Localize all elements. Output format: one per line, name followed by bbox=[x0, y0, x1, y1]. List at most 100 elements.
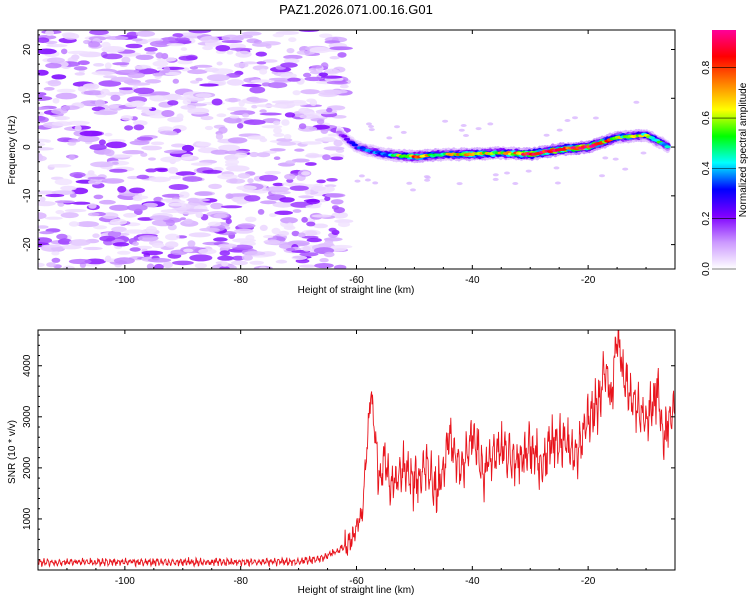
spectrogram-noise-blob bbox=[258, 266, 268, 269]
spectrogram-noise-blob bbox=[267, 82, 288, 89]
spectrogram-noise-blob bbox=[46, 262, 56, 268]
spectrogram-noise-blob bbox=[219, 250, 231, 256]
spectrogram-noise-blob bbox=[38, 237, 53, 244]
spectrogram-noise-blob bbox=[195, 77, 203, 82]
spectrogram-noise-blob bbox=[136, 136, 153, 141]
spectrogram-xtick-label: -40 bbox=[465, 275, 480, 286]
spectrogram-noise-blob bbox=[43, 87, 55, 91]
spectrogram-noise-blob bbox=[249, 260, 264, 265]
spectrogram-noise-blob bbox=[124, 125, 134, 131]
spectrogram-noise-blob bbox=[207, 221, 222, 227]
spectrogram-noise-blob bbox=[186, 208, 210, 212]
spectrogram-noise-blob bbox=[512, 182, 519, 185]
spectrogram-noise-blob bbox=[456, 182, 463, 186]
spectrogram-noise-blob bbox=[333, 139, 344, 147]
spectrogram-noise-blob bbox=[366, 122, 372, 126]
spectrogram-noise-blob bbox=[51, 74, 67, 80]
spectrogram-noise-blob bbox=[149, 40, 172, 48]
snr-plot-area bbox=[38, 330, 675, 570]
spectrogram-noise-blob bbox=[183, 248, 194, 253]
spectrogram-noise-blob bbox=[255, 51, 267, 57]
spectrogram-noise-blob bbox=[259, 137, 268, 143]
spectrogram-noise-blob bbox=[368, 128, 375, 132]
spectrogram-noise-blob bbox=[145, 109, 164, 116]
spectrogram-noise-blob bbox=[221, 261, 229, 267]
spectrogram-noise-blob bbox=[178, 55, 198, 61]
spectrogram-noise-blob bbox=[249, 151, 259, 158]
spectrogram-noise-blob bbox=[278, 230, 290, 237]
spectrogram-noise-blob bbox=[149, 215, 171, 221]
spectrogram-noise-blob bbox=[123, 229, 147, 234]
spectrogram-noise-blob bbox=[216, 61, 223, 66]
spectrogram-noise-blob bbox=[525, 169, 532, 173]
spectrogram-noise-blob bbox=[103, 75, 117, 79]
colorbar: 0.0 0.2 0.4 0.6 0.8 Normalized spectral ampl… bbox=[701, 30, 749, 276]
spectrogram-noise-blob bbox=[69, 172, 86, 178]
spectrogram-noise-blob bbox=[93, 225, 108, 230]
spectrogram-noise-blob bbox=[194, 191, 213, 196]
spectrogram-noise-blob bbox=[306, 237, 322, 243]
spectrogram-noise-blob bbox=[51, 108, 68, 115]
spectrogram-noise-blob bbox=[38, 37, 50, 43]
spectrogram-noise-blob bbox=[179, 32, 203, 37]
spectrogram-noise-blob bbox=[292, 90, 301, 96]
spectrogram-noise-blob bbox=[251, 104, 258, 109]
snr-xlabel: Height of straight line (km) bbox=[298, 585, 415, 596]
spectrogram-noise-blob bbox=[190, 162, 213, 166]
spectrogram-noise-blob bbox=[231, 260, 248, 266]
spectrogram-noise-blob bbox=[38, 92, 47, 97]
spectrogram-noise-blob bbox=[276, 138, 293, 142]
spectrogram-noise-blob bbox=[105, 36, 129, 40]
spectrogram-noise-blob bbox=[236, 185, 257, 191]
spectrogram-noise-blob bbox=[39, 196, 46, 202]
spectrogram-noise-blob bbox=[304, 154, 328, 158]
spectrogram-noise-blob bbox=[213, 237, 228, 242]
spectrogram-noise-blob bbox=[204, 125, 214, 131]
spectrogram-noise-blob bbox=[101, 178, 125, 184]
spectrogram-noise-blob bbox=[244, 251, 266, 256]
spectrogram-noise-blob bbox=[88, 41, 101, 48]
spectrogram-noise-blob bbox=[263, 239, 281, 245]
spectrogram-noise-blob bbox=[149, 95, 168, 102]
spectrogram-noise-blob bbox=[320, 136, 336, 142]
spectrogram-noise-blob bbox=[180, 217, 186, 221]
snr-xtick-label: -40 bbox=[465, 576, 480, 587]
spectrogram-noise-blob bbox=[140, 152, 148, 157]
spectrogram-xlabel: Height of straight line (km) bbox=[298, 285, 415, 296]
spectrogram-noise-blob bbox=[141, 145, 163, 151]
spectrogram-noise-blob bbox=[269, 213, 277, 218]
spectrogram-noise-blob bbox=[145, 168, 158, 173]
spectrogram-noise-blob bbox=[200, 115, 214, 121]
spectrogram-noise-blob bbox=[112, 242, 130, 247]
snr-ticks: -100 -80 -60 -40 -20 1000 2000 3000 4000 bbox=[22, 330, 675, 587]
spectrogram-noise-blob bbox=[288, 37, 297, 43]
spectrogram-noise-blob bbox=[306, 98, 316, 103]
spectrogram-noise-blob bbox=[93, 194, 104, 200]
snr-ytick-label: 1000 bbox=[22, 507, 33, 530]
spectrogram-noise-blob bbox=[159, 130, 177, 135]
spectrogram-noise-blob bbox=[109, 154, 133, 158]
spectrogram-noise-blob bbox=[269, 148, 286, 152]
spectrogram-noise-blob bbox=[640, 151, 647, 155]
spectrogram-noise-blob bbox=[284, 112, 296, 118]
spectrogram-noise-blob bbox=[243, 119, 266, 125]
spectrogram-noise-blob bbox=[167, 100, 179, 106]
spectrogram-noise-blob bbox=[326, 178, 338, 182]
spectrogram-noise-blob bbox=[68, 139, 81, 143]
spectrogram-noise-blob bbox=[283, 54, 303, 60]
spectrogram-xtick-label: -100 bbox=[115, 275, 135, 286]
spectrogram-noise-blob bbox=[334, 219, 354, 224]
spectrogram-noise-blob bbox=[122, 150, 144, 155]
snr-frame bbox=[37, 329, 676, 571]
spectrogram-noise-blob bbox=[286, 48, 295, 54]
spectrogram-noise-blob bbox=[325, 193, 346, 198]
spectrogram-noise-blob bbox=[166, 43, 185, 47]
spectrogram-noise-blob bbox=[194, 263, 207, 269]
spectrogram-noise-blob bbox=[144, 79, 162, 84]
spectrogram-noise-blob bbox=[133, 120, 148, 126]
spectrogram-noise-blob bbox=[272, 33, 285, 38]
spectrogram-noise-blob bbox=[226, 178, 246, 184]
spectrogram-noise-blob bbox=[226, 50, 234, 55]
spectrogram-noise-blob bbox=[162, 261, 173, 269]
spectrogram-noise-blob bbox=[168, 184, 189, 190]
